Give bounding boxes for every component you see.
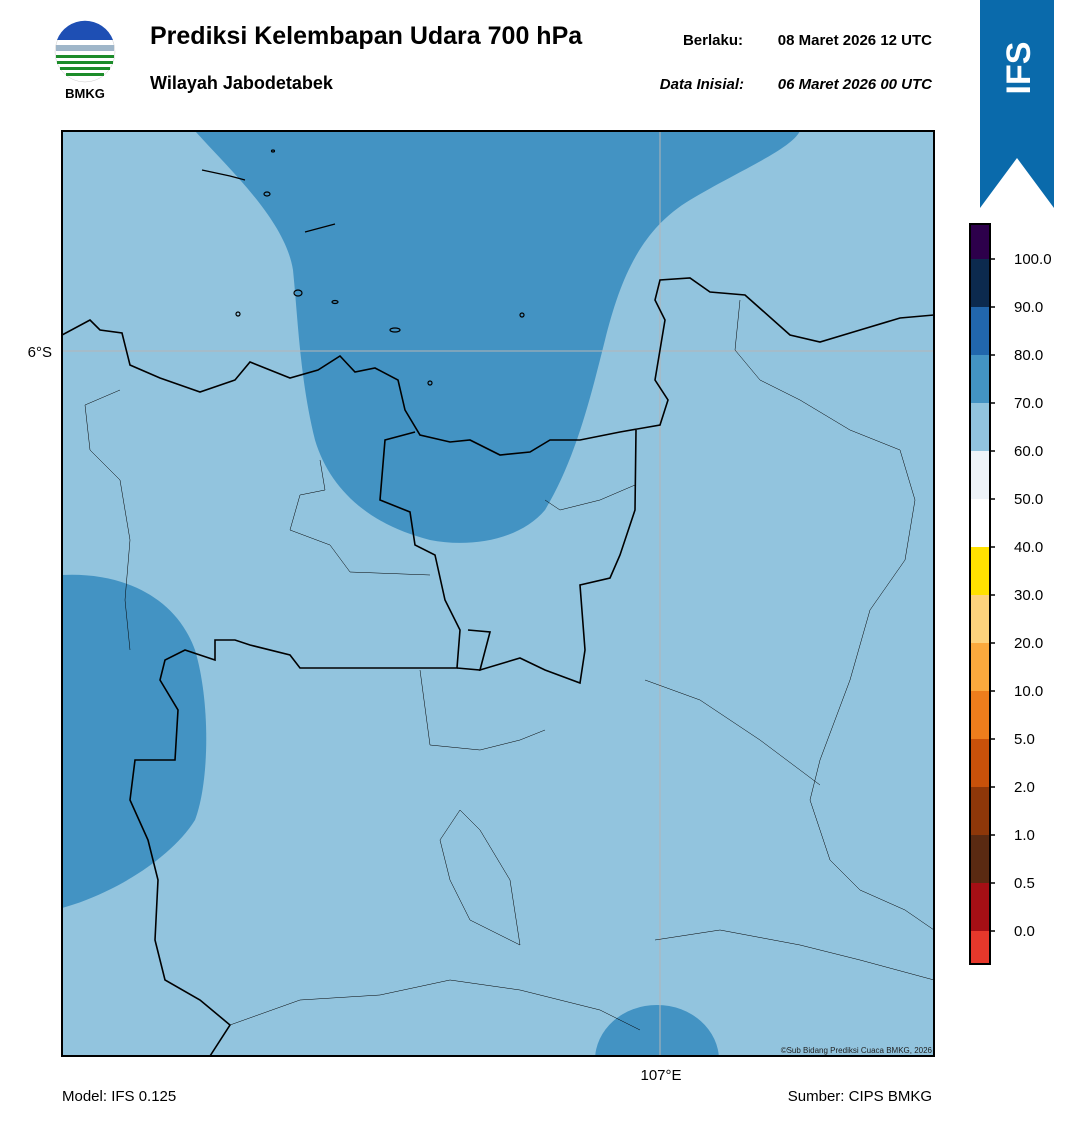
colorbar-bin xyxy=(970,787,990,835)
colorbar-tick-label: 80.0 xyxy=(1014,347,1043,364)
colorbar-bin xyxy=(970,931,990,964)
colorbar-tick-label: 5.0 xyxy=(1014,731,1035,748)
map: ©Sub Bidang Prediksi Cuaca BMKG, 2026 xyxy=(62,131,934,1056)
init-time: 06 Maret 2026 00 UTC xyxy=(778,76,933,93)
credit: ©Sub Bidang Prediksi Cuaca BMKG, 2026 xyxy=(781,1046,933,1055)
colorbar-tick-label: 60.0 xyxy=(1014,443,1043,460)
colorbar-bin xyxy=(970,547,990,595)
colorbar-tick-label: 10.0 xyxy=(1014,683,1043,700)
colorbar: 0.0 0.5 1.0 2.0 5.0 10.0 20.0 30.0 40.0 50.0 60.0 7… xyxy=(969,223,1052,965)
colorbar-bin xyxy=(970,691,990,739)
colorbar-bin xyxy=(970,403,990,451)
init-label: Data Inisial: xyxy=(660,76,744,93)
colorbar-tick-label: 0.0 xyxy=(1014,923,1035,940)
colorbar-tick-label: 2.0 xyxy=(1014,779,1035,796)
colorbar-tick-label: 90.0 xyxy=(1014,299,1043,316)
colorbar-bin xyxy=(970,835,990,883)
colorbar-tick-label: 0.5 xyxy=(1014,875,1035,892)
badge-text: IFS xyxy=(1000,42,1038,95)
logo-text: BMKG xyxy=(65,86,105,101)
colorbar-tick-label: 40.0 xyxy=(1014,539,1043,556)
colorbar-tick-label: 1.0 xyxy=(1014,827,1035,844)
colorbar-bin xyxy=(970,595,990,643)
valid-time: 08 Maret 2026 12 UTC xyxy=(778,32,932,49)
lon-label: 107°E xyxy=(640,1067,681,1084)
map-frame xyxy=(61,130,935,1057)
colorbar-bin xyxy=(970,739,990,787)
colorbar-bin xyxy=(970,224,990,259)
colorbar-bin xyxy=(970,451,990,499)
colorbar-frame xyxy=(969,223,991,965)
colorbar-tick-label: 50.0 xyxy=(1014,491,1043,508)
logo: BMKG xyxy=(54,20,116,101)
colorbar-bin xyxy=(970,259,990,307)
colorbar-bin xyxy=(970,307,990,355)
colorbar-bin xyxy=(970,883,990,931)
model-badge: IFS xyxy=(980,0,1054,208)
title: Prediksi Kelembapan Udara 700 hPa xyxy=(150,22,583,50)
footer-model: Model: IFS 0.125 xyxy=(62,1088,176,1105)
subtitle: Wilayah Jabodetabek xyxy=(150,73,334,93)
valid-label: Berlaku: xyxy=(683,32,743,49)
colorbar-bin xyxy=(970,355,990,403)
colorbar-bin xyxy=(970,643,990,691)
colorbar-tick-label: 20.0 xyxy=(1014,635,1043,652)
lat-label: 6°S xyxy=(28,344,52,361)
colorbar-tick-label: 100.0 xyxy=(1014,251,1052,268)
footer-source: Sumber: CIPS BMKG xyxy=(788,1088,932,1105)
colorbar-tick-label: 30.0 xyxy=(1014,587,1043,604)
colorbar-bin xyxy=(970,499,990,547)
colorbar-tick-label: 70.0 xyxy=(1014,395,1043,412)
